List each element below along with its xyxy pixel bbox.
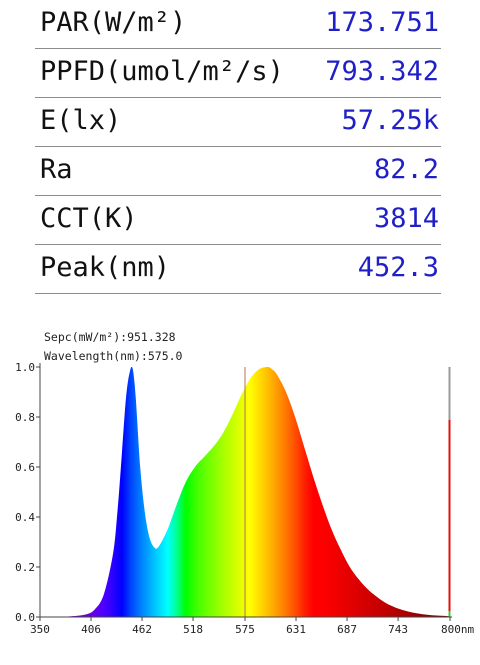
par-value: 173.751: [325, 7, 439, 38]
spectrum-chart[interactable]: Sepc(mW/m²):951.328 Wavelength(nm):575.0…: [0, 320, 480, 665]
reading-row-cct: CCT(K) 3814: [35, 196, 441, 245]
y-tick-label: 0.6: [15, 461, 35, 474]
x-tick-label: 350: [30, 623, 50, 636]
readings-table: PAR(W/m²) 173.751 PPFD(umol/m²/s) 793.34…: [35, 0, 441, 294]
y-tick-label: 0.0: [15, 611, 35, 624]
ppfd-label: PPFD(umol/m²/s): [40, 56, 284, 87]
reading-row-peak: Peak(nm) 452.3: [35, 245, 441, 294]
ra-value: 82.2: [373, 154, 439, 185]
illuminance-label: E(lx): [40, 105, 122, 136]
x-tick-label: 575: [235, 623, 255, 636]
cct-value: 3814: [373, 203, 439, 234]
y-ticks: 0.0 0.2 0.4 0.6 0.8 1.0: [15, 361, 40, 624]
y-tick-label: 1.0: [15, 361, 35, 374]
reading-row-illuminance: E(lx) 57.25k: [35, 98, 441, 147]
par-label: PAR(W/m²): [40, 7, 187, 38]
x-tick-label: 687: [337, 623, 357, 636]
x-tick-label: 406: [81, 623, 101, 636]
x-tick-label: 743: [388, 623, 408, 636]
illuminance-value: 57.25k: [341, 105, 439, 136]
sepc-readout: Sepc(mW/m²):951.328: [44, 330, 176, 344]
x-tick-label: 800nm: [441, 623, 474, 636]
ppfd-value: 793.342: [325, 56, 439, 87]
ra-label: Ra: [40, 154, 73, 185]
y-tick-label: 0.8: [15, 411, 35, 424]
peak-value: 452.3: [357, 252, 439, 283]
cct-label: CCT(K): [40, 203, 138, 234]
peak-label: Peak(nm): [40, 252, 171, 283]
y-tick-label: 0.4: [15, 511, 35, 524]
x-tick-label: 631: [286, 623, 306, 636]
reading-row-par: PAR(W/m²) 173.751: [35, 0, 441, 49]
y-tick-label: 0.2: [15, 561, 35, 574]
x-tick-label: 518: [183, 623, 203, 636]
x-ticks: 350 406 462 518 575 631 687 743 800nm: [30, 617, 474, 636]
x-tick-label: 462: [132, 623, 152, 636]
wavelength-readout: Wavelength(nm):575.0: [44, 349, 183, 363]
reading-row-ppfd: PPFD(umol/m²/s) 793.342: [35, 49, 441, 98]
reading-row-ra: Ra 82.2: [35, 147, 441, 196]
